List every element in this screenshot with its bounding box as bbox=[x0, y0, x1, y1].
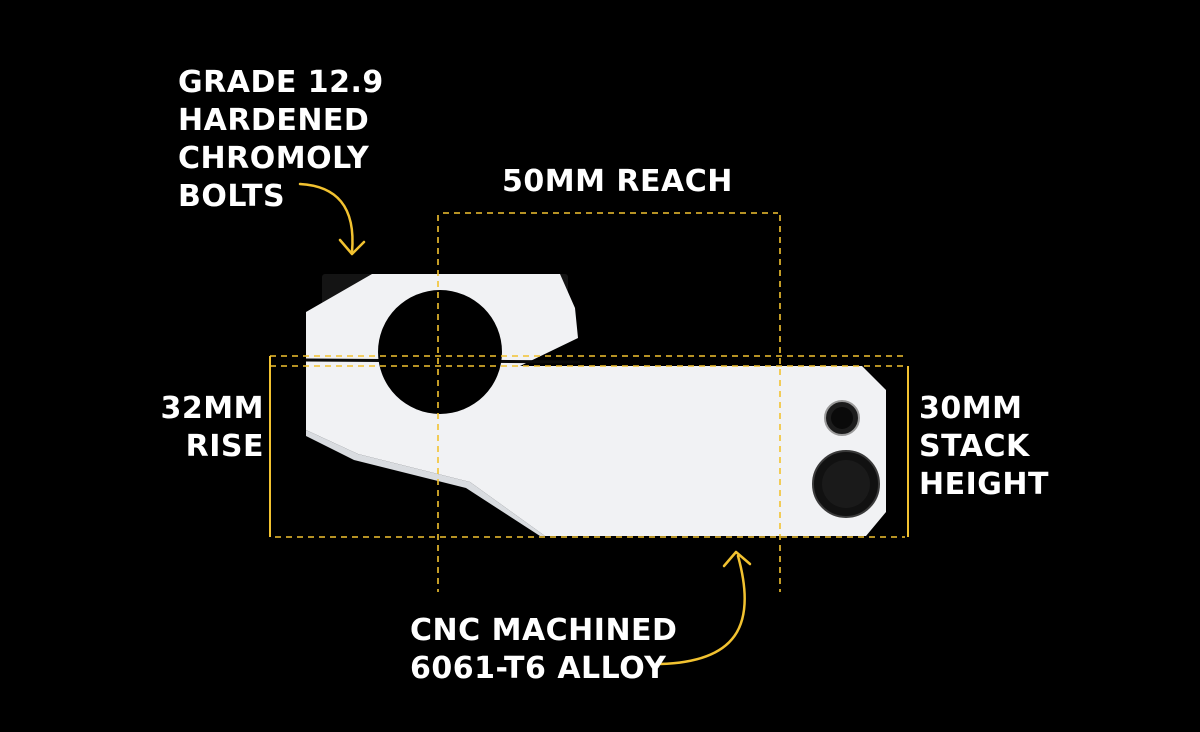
dimension-extents bbox=[269, 356, 909, 537]
bolts-label: GRADE 12.9 HARDENED CHROMOLY BOLTS bbox=[178, 64, 384, 216]
material-label-line-1: CNC MACHINED bbox=[410, 613, 678, 648]
bolts-label-line-1: GRADE 12.9 bbox=[178, 65, 384, 100]
curved-arrow-up-icon bbox=[658, 550, 752, 666]
rise-label-line-2: RISE bbox=[185, 429, 264, 464]
bolts-label-line-3: CHROMOLY bbox=[178, 141, 370, 176]
steerer-bolt-small bbox=[824, 400, 860, 436]
dimension-lines bbox=[270, 212, 905, 592]
curved-arrow-down-icon bbox=[298, 182, 366, 256]
bar-clamp-hole bbox=[378, 290, 502, 414]
stack-label-line-1: 30MM bbox=[919, 391, 1023, 426]
reach-label: 50MM REACH bbox=[502, 164, 733, 199]
material-label-line-2: 6061-T6 ALLOY bbox=[410, 651, 667, 686]
steerer-bolt-large bbox=[812, 450, 880, 518]
bolts-label-line-2: HARDENED bbox=[178, 103, 370, 138]
material-label: CNC MACHINED 6061-T6 ALLOY bbox=[410, 612, 677, 688]
stack-height-label: 30MM STACK HEIGHT bbox=[919, 390, 1049, 504]
rise-label: 32MM RISE bbox=[150, 390, 264, 466]
bolts-label-line-4: BOLTS bbox=[178, 179, 286, 214]
stack-label-line-3: HEIGHT bbox=[919, 467, 1049, 502]
stack-label-line-2: STACK bbox=[919, 429, 1030, 464]
stem-chamfer-shade bbox=[306, 430, 545, 536]
rise-label-line-1: 32MM bbox=[160, 391, 264, 426]
